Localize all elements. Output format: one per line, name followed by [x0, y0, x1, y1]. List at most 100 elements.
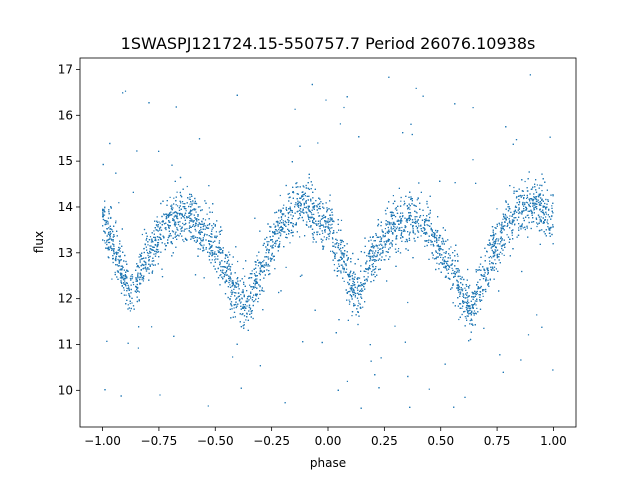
- data-point: [149, 245, 151, 247]
- data-point: [267, 265, 269, 267]
- data-point: [102, 212, 104, 214]
- data-point: [159, 394, 161, 396]
- data-point: [409, 232, 411, 234]
- data-point: [245, 301, 247, 303]
- data-point: [346, 380, 348, 382]
- data-point: [230, 272, 232, 274]
- data-point: [113, 245, 115, 247]
- data-point: [340, 264, 342, 266]
- data-point: [432, 257, 434, 259]
- data-point: [495, 233, 497, 235]
- data-point: [254, 286, 257, 288]
- data-point: [509, 222, 511, 224]
- data-point: [402, 215, 404, 217]
- data-point: [478, 266, 480, 268]
- data-point: [341, 258, 343, 260]
- data-point: [242, 289, 244, 291]
- data-point: [524, 180, 526, 183]
- data-point: [325, 220, 327, 222]
- data-point: [374, 260, 376, 262]
- data-point: [466, 315, 468, 317]
- data-point: [410, 223, 412, 226]
- data-point: [504, 218, 506, 220]
- data-point: [125, 275, 127, 277]
- data-point: [521, 223, 523, 225]
- data-point: [464, 396, 466, 398]
- data-point: [518, 212, 520, 215]
- data-point: [425, 218, 427, 220]
- data-point: [540, 202, 542, 204]
- data-point: [511, 219, 514, 221]
- data-point: [205, 247, 207, 249]
- data-point: [235, 303, 237, 306]
- data-point: [204, 228, 206, 230]
- data-point: [115, 251, 118, 253]
- data-point: [420, 230, 423, 232]
- data-point: [332, 250, 334, 252]
- data-point: [380, 243, 382, 245]
- data-point: [338, 259, 340, 261]
- data-point: [107, 221, 109, 223]
- data-point: [399, 229, 401, 231]
- data-point: [295, 222, 297, 224]
- data-point: [476, 293, 478, 295]
- data-point: [249, 284, 251, 286]
- data-point: [103, 230, 105, 232]
- data-point: [229, 254, 231, 256]
- data-point: [313, 218, 315, 220]
- data-point: [230, 291, 232, 293]
- data-point: [130, 275, 132, 277]
- data-point: [158, 221, 160, 223]
- data-point: [400, 218, 402, 220]
- data-point: [370, 273, 373, 275]
- data-point: [288, 220, 290, 222]
- data-point: [545, 213, 547, 215]
- data-point: [150, 245, 152, 247]
- data-point: [171, 164, 173, 166]
- data-point: [225, 274, 227, 276]
- data-point: [509, 215, 511, 217]
- data-point: [103, 240, 106, 242]
- data-point: [378, 258, 381, 260]
- data-point: [200, 242, 202, 244]
- data-point: [156, 225, 158, 227]
- data-point: [544, 202, 546, 205]
- data-point: [420, 191, 422, 193]
- data-point: [401, 240, 403, 242]
- data-point: [373, 246, 375, 248]
- data-point: [479, 308, 482, 310]
- data-point: [278, 227, 280, 229]
- data-point: [126, 287, 128, 289]
- data-point: [205, 239, 207, 241]
- data-point: [195, 211, 197, 213]
- data-point: [195, 208, 197, 210]
- data-point: [330, 214, 332, 216]
- data-point: [229, 299, 231, 301]
- data-point: [211, 259, 213, 261]
- data-point: [424, 245, 426, 247]
- data-point: [331, 227, 333, 229]
- data-point: [292, 223, 294, 225]
- data-point: [351, 315, 353, 317]
- data-point: [171, 204, 173, 206]
- data-point: [385, 251, 387, 253]
- data-point: [320, 238, 322, 240]
- data-point: [379, 240, 381, 243]
- data-point: [357, 300, 359, 302]
- data-point: [430, 244, 432, 246]
- data-point: [214, 251, 216, 253]
- data-point: [280, 216, 282, 219]
- data-point: [156, 216, 158, 218]
- data-point: [228, 263, 230, 265]
- data-point: [520, 196, 522, 198]
- data-point: [233, 311, 236, 313]
- data-point: [468, 306, 470, 308]
- data-point: [387, 226, 389, 229]
- data-point: [285, 206, 287, 209]
- data-point: [469, 284, 471, 286]
- data-point: [229, 286, 232, 288]
- data-point: [141, 275, 143, 277]
- data-point: [534, 204, 536, 206]
- data-point: [228, 277, 230, 280]
- data-point: [381, 229, 383, 231]
